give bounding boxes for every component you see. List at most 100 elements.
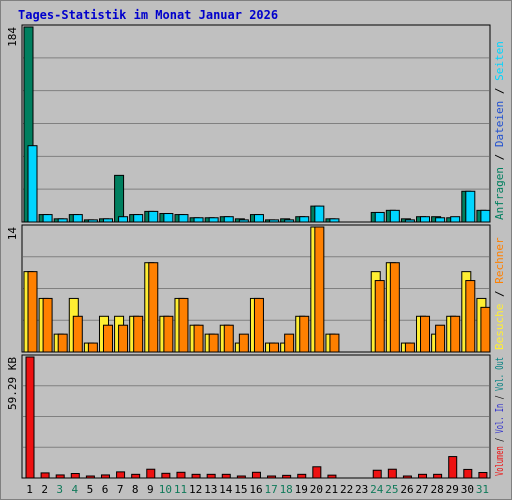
top-bar-seiten-30: [465, 190, 476, 223]
middle-bar-rechner-11: [178, 297, 189, 353]
x-tick-label-3: 3: [56, 483, 63, 496]
middle-bar-rechner-6: [102, 324, 113, 353]
top-bar-seiten-27: [420, 216, 431, 223]
x-tick-label-5: 5: [87, 483, 94, 496]
bottom-bar-volumen-4: [70, 473, 80, 479]
top-bar-seiten-16: [253, 214, 264, 223]
chart-title: Tages-Statistik im Monat Januar 2026: [18, 8, 279, 22]
x-tick-label-9: 9: [147, 483, 154, 496]
bottom-bar-volumen-2: [40, 472, 50, 479]
top-bar-seiten-18: [284, 219, 295, 223]
middle-bar-rechner-21: [329, 333, 340, 353]
bottom-bar-volumen-29: [448, 456, 458, 479]
top-bar-seiten-31: [480, 209, 491, 223]
x-tick-label-4: 4: [72, 483, 79, 496]
bottom-bar-volumen-21: [327, 474, 337, 479]
bottom-legend-volumen: Volumen: [493, 446, 506, 476]
middle-bar-rechner-28: [435, 324, 446, 353]
middle-ymax-label: 14: [6, 227, 19, 241]
top-bar-seiten-13: [208, 217, 219, 223]
top-bar-seiten-12: [193, 217, 204, 223]
x-tick-label-26: 26: [400, 483, 413, 496]
middle-bar-rechner-9: [148, 262, 159, 353]
bottom-legend-vol-in: Vol. In: [493, 404, 506, 434]
top-bar-seiten-26: [404, 219, 415, 223]
x-tick-label-28: 28: [431, 483, 444, 496]
x-tick-label-27: 27: [415, 483, 428, 496]
bottom-bar-volumen-9: [146, 468, 156, 479]
top-legend: Anfragen / Dateien / Seiten: [493, 41, 506, 220]
top-bar-seiten-17: [269, 219, 280, 223]
top-bar-seiten-21: [329, 218, 340, 223]
middle-bar-rechner-3: [57, 333, 68, 353]
top-bar-seiten-25: [389, 209, 400, 223]
x-tick-label-7: 7: [117, 483, 124, 496]
top-bar-seiten-2: [42, 214, 53, 223]
top-bar-seiten-8: [133, 214, 144, 223]
x-tick-label-29: 29: [446, 483, 459, 496]
top-bar-seiten-1: [27, 145, 38, 223]
bottom-bar-volumen-26: [402, 475, 412, 479]
top-bar-seiten-7: [118, 216, 129, 223]
x-tick-label-22: 22: [340, 483, 353, 496]
bottom-bar-volumen-18: [282, 474, 292, 479]
middle-bar-rechner-10: [163, 315, 174, 353]
top-bar-seiten-3: [57, 218, 68, 223]
top-bar-seiten-10: [163, 213, 174, 223]
x-tick-label-18: 18: [280, 483, 293, 496]
top-bar-seiten-6: [102, 218, 113, 223]
x-tick-label-19: 19: [295, 483, 308, 496]
x-tick-label-6: 6: [102, 483, 109, 496]
middle-bar-rechner-15: [238, 333, 249, 353]
x-tick-label-23: 23: [355, 483, 368, 496]
bottom-bar-volumen-30: [463, 468, 473, 479]
middle-legend: Besuche / Rechner: [493, 237, 506, 350]
bottom-bar-volumen-19: [297, 473, 307, 479]
bottom-bar-volumen-11: [176, 471, 186, 479]
bottom-bar-volumen-20: [312, 466, 322, 479]
top-legend-seiten: Seiten: [493, 41, 506, 81]
bottom-bar-volumen-1: [25, 356, 35, 479]
x-tick-label-15: 15: [234, 483, 247, 496]
x-tick-label-25: 25: [385, 483, 398, 496]
middle-bar-rechner-2: [42, 297, 53, 353]
bottom-bar-volumen-10: [161, 472, 171, 479]
middle-bar-rechner-1: [27, 271, 38, 353]
x-tick-label-10: 10: [159, 483, 172, 496]
bottom-bar-volumen-7: [116, 471, 126, 479]
bottom-bar-volumen-13: [206, 473, 216, 479]
middle-bar-rechner-14: [223, 324, 234, 353]
top-legend-dateien: Dateien: [493, 101, 506, 147]
x-tick-label-31: 31: [476, 483, 489, 496]
middle-bar-rechner-12: [193, 324, 204, 353]
top-legend-anfragen: Anfragen: [493, 167, 506, 220]
x-tick-label-20: 20: [310, 483, 323, 496]
top-bar-seiten-29: [450, 216, 461, 223]
bottom-bar-volumen-25: [387, 468, 397, 479]
middle-bar-rechner-31: [480, 306, 491, 353]
middle-bar-rechner-29: [450, 315, 461, 353]
top-bar-seiten-9: [148, 210, 159, 223]
bottom-bar-volumen-27: [418, 473, 428, 479]
middle-bar-rechner-7: [118, 324, 129, 353]
bottom-legend: Volumen / Vol. In / Vol. Out: [493, 357, 506, 476]
top-bar-seiten-24: [374, 211, 385, 223]
top-bar-seiten-4: [72, 214, 83, 223]
bottom-bar-volumen-28: [433, 473, 443, 479]
middle-bar-rechner-8: [133, 315, 144, 353]
top-bar-seiten-14: [223, 216, 234, 223]
middle-bar-rechner-27: [420, 315, 431, 353]
top-bar-seiten-11: [178, 214, 189, 223]
x-tick-label-1: 1: [26, 483, 33, 496]
top-ymax-label: 184: [6, 27, 19, 47]
middle-bar-rechner-18: [284, 333, 295, 353]
bottom-bar-volumen-15: [236, 475, 246, 479]
x-tick-label-2: 2: [41, 483, 48, 496]
middle-bar-rechner-5: [87, 342, 98, 353]
middle-bar-rechner-19: [299, 315, 310, 353]
x-tick-label-30: 30: [461, 483, 474, 496]
x-tick-label-24: 24: [370, 483, 384, 496]
bottom-bar-volumen-14: [221, 473, 231, 479]
middle-bar-rechner-4: [72, 315, 83, 353]
